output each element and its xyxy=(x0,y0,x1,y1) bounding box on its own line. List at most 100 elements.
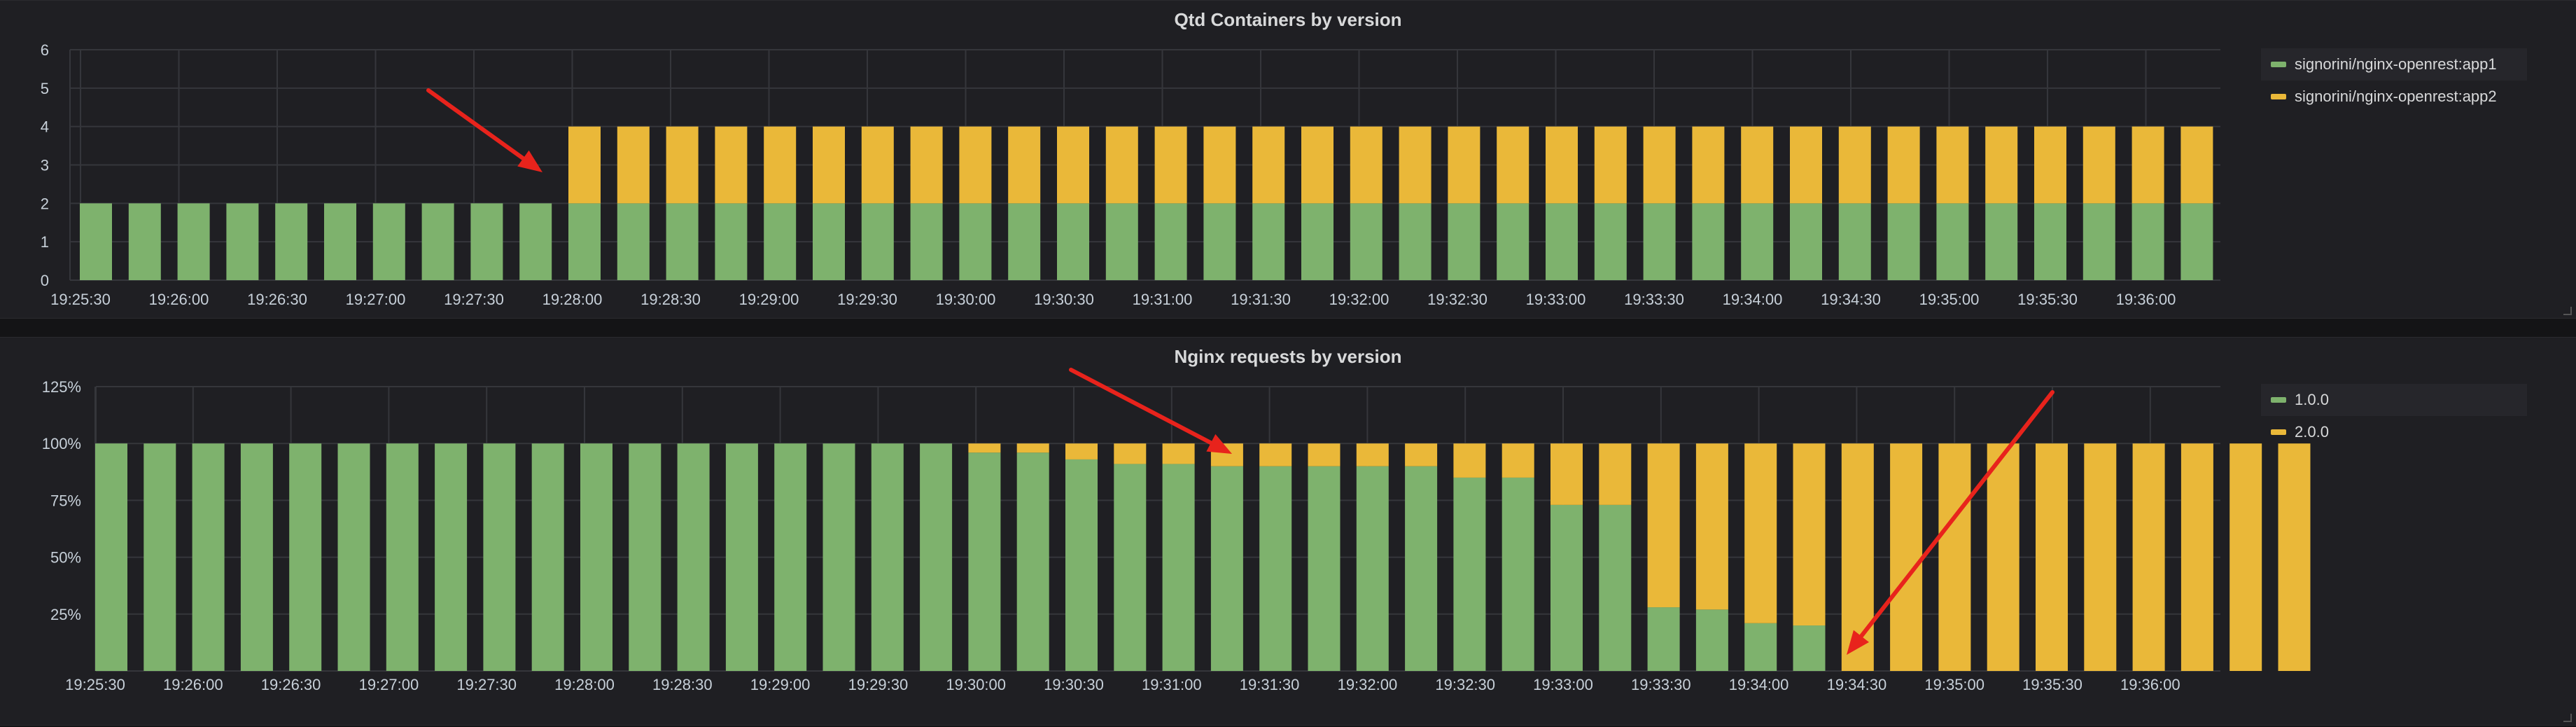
bar-segment-2[interactable] xyxy=(1016,443,1049,453)
bar-segment-2[interactable] xyxy=(813,126,845,204)
bar-segment-2[interactable] xyxy=(1350,126,1382,204)
bar-segment-2[interactable] xyxy=(2230,443,2262,671)
bar-segment-1[interactable] xyxy=(2034,203,2066,280)
bar-segment-2[interactable] xyxy=(1154,126,1187,204)
bar-segment-2[interactable] xyxy=(666,126,699,204)
bar-segment-1[interactable] xyxy=(1744,623,1777,671)
bar-segment-2[interactable] xyxy=(1744,443,1777,623)
bar-segment-1[interactable] xyxy=(1790,203,1822,280)
bar-segment-1[interactable] xyxy=(1114,464,1147,671)
bar-segment-1[interactable] xyxy=(580,443,612,671)
bar-segment-1[interactable] xyxy=(177,203,210,280)
bar-segment-1[interactable] xyxy=(1448,203,1480,280)
bar-segment-1[interactable] xyxy=(386,443,419,671)
bar-segment-2[interactable] xyxy=(1594,126,1627,204)
bar-segment-2[interactable] xyxy=(1008,126,1041,204)
bar-segment-2[interactable] xyxy=(1838,126,1871,204)
bar-segment-2[interactable] xyxy=(1695,443,1728,610)
bar-segment-2[interactable] xyxy=(1987,443,2019,671)
bar-segment-1[interactable] xyxy=(324,203,356,280)
bar-segment-2[interactable] xyxy=(910,126,943,204)
bar-segment-1[interactable] xyxy=(1692,203,1725,280)
bar-segment-1[interactable] xyxy=(275,203,308,280)
bar-segment-2[interactable] xyxy=(1497,126,1530,204)
bar-segment-1[interactable] xyxy=(483,443,516,671)
bar-segment-2[interactable] xyxy=(1841,443,1874,671)
bar-segment-1[interactable] xyxy=(617,203,650,280)
bar-segment-1[interactable] xyxy=(764,203,797,280)
bar-segment-1[interactable] xyxy=(920,443,953,671)
bar-segment-2[interactable] xyxy=(2036,443,2068,671)
bar-segment-2[interactable] xyxy=(2034,126,2066,204)
bar-segment-2[interactable] xyxy=(1453,443,1486,478)
bar-segment-1[interactable] xyxy=(289,443,322,671)
bar-segment-2[interactable] xyxy=(1252,126,1285,204)
bar-segment-2[interactable] xyxy=(2084,443,2117,671)
bar-segment-1[interactable] xyxy=(677,443,710,671)
bar-segment-1[interactable] xyxy=(1105,203,1138,280)
bar-segment-1[interactable] xyxy=(80,203,112,280)
bar-segment-1[interactable] xyxy=(1154,203,1187,280)
bar-segment-1[interactable] xyxy=(1793,625,1826,671)
bar-segment-1[interactable] xyxy=(240,443,273,671)
bar-segment-1[interactable] xyxy=(470,203,503,280)
bar-segment-1[interactable] xyxy=(2132,203,2164,280)
bar-segment-1[interactable] xyxy=(1016,452,1049,671)
bar-segment-1[interactable] xyxy=(144,443,176,671)
bar-segment-2[interactable] xyxy=(2082,126,2115,204)
panel-title[interactable]: Nginx requests by version xyxy=(1174,346,1402,367)
bar-segment-1[interactable] xyxy=(421,203,454,280)
bar-segment-2[interactable] xyxy=(715,126,748,204)
bar-segment-2[interactable] xyxy=(1643,126,1676,204)
bar-segment-1[interactable] xyxy=(1546,203,1578,280)
bar-segment-2[interactable] xyxy=(1550,443,1583,505)
bar-segment-1[interactable] xyxy=(372,203,405,280)
bar-segment-2[interactable] xyxy=(861,126,894,204)
bar-segment-1[interactable] xyxy=(1350,203,1382,280)
bar-segment-2[interactable] xyxy=(1692,126,1725,204)
bar-segment-2[interactable] xyxy=(1259,443,1292,466)
bar-segment-1[interactable] xyxy=(1838,203,1871,280)
bar-segment-1[interactable] xyxy=(1985,203,2018,280)
bar-segment-2[interactable] xyxy=(1203,126,1236,204)
bar-segment-1[interactable] xyxy=(192,443,225,671)
bar-segment-2[interactable] xyxy=(1057,126,1089,204)
bar-segment-2[interactable] xyxy=(2180,443,2213,671)
bar-segment-1[interactable] xyxy=(1065,459,1098,671)
bar-segment-1[interactable] xyxy=(1162,464,1195,671)
bar-segment-1[interactable] xyxy=(2082,203,2115,280)
bar-segment-1[interactable] xyxy=(1695,609,1728,671)
bar-segment-1[interactable] xyxy=(774,443,807,671)
bar-segment-2[interactable] xyxy=(1890,443,1923,671)
resize-handle-icon[interactable] xyxy=(2563,307,2572,315)
bar-segment-1[interactable] xyxy=(435,443,468,671)
bar-segment-2[interactable] xyxy=(1114,443,1147,464)
bar-segment-1[interactable] xyxy=(128,203,161,280)
panel-title[interactable]: Qtd Containers by version xyxy=(1174,9,1402,30)
bar-segment-2[interactable] xyxy=(1985,126,2018,204)
resize-handle-icon[interactable] xyxy=(2563,714,2572,722)
bar-segment-2[interactable] xyxy=(1502,443,1534,478)
bar-segment-1[interactable] xyxy=(1453,477,1486,671)
bar-segment-1[interactable] xyxy=(1399,203,1432,280)
bar-segment-2[interactable] xyxy=(1647,443,1680,608)
legend-item[interactable]: 2.0.0 xyxy=(2261,416,2527,448)
bar-segment-1[interactable] xyxy=(1643,203,1676,280)
bar-segment-2[interactable] xyxy=(1405,443,1438,466)
bar-segment-2[interactable] xyxy=(568,126,601,204)
bar-segment-2[interactable] xyxy=(1356,443,1389,466)
bar-segment-2[interactable] xyxy=(2278,443,2311,671)
bar-segment-1[interactable] xyxy=(959,203,992,280)
bar-segment-1[interactable] xyxy=(337,443,370,671)
bar-segment-1[interactable] xyxy=(1203,203,1236,280)
bar-segment-1[interactable] xyxy=(1497,203,1530,280)
bar-segment-2[interactable] xyxy=(1065,443,1098,459)
bar-segment-1[interactable] xyxy=(1356,466,1389,671)
bar-segment-2[interactable] xyxy=(1448,126,1480,204)
bar-segment-2[interactable] xyxy=(2132,443,2165,671)
bar-segment-1[interactable] xyxy=(1252,203,1285,280)
bar-segment-1[interactable] xyxy=(226,203,259,280)
bar-segment-2[interactable] xyxy=(1793,443,1826,626)
bar-segment-2[interactable] xyxy=(968,443,1001,453)
bar-segment-1[interactable] xyxy=(1550,504,1583,671)
